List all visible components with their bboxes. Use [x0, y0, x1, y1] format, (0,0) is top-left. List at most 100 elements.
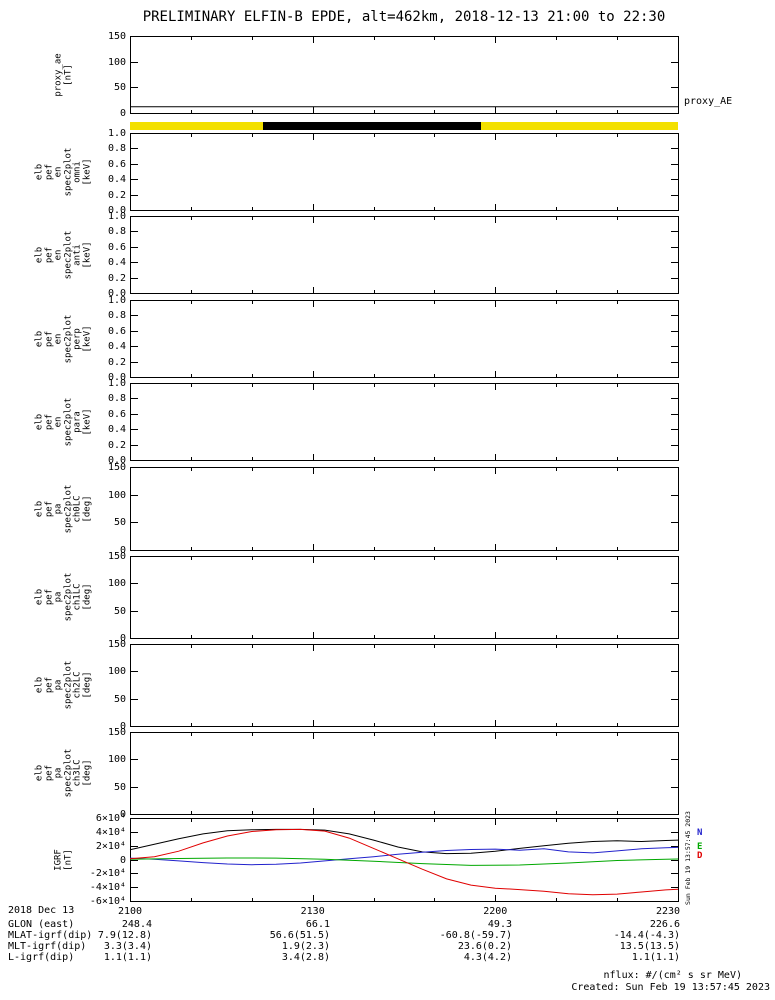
y-tick-label: 100: [107, 578, 126, 589]
y-tick-label: 100: [107, 754, 126, 765]
y-tick-label: 0: [119, 721, 126, 732]
footer-value: -14.4(-4.3): [613, 930, 680, 941]
y-tick-label: 150: [107, 31, 126, 42]
status-bar-segment: [263, 122, 481, 130]
y-tick-label: 0.0: [107, 372, 126, 383]
y-tick-label: 4×10⁴: [95, 827, 126, 838]
y-tick-label: 0.8: [107, 393, 126, 404]
y-tick-label: 1.0: [107, 128, 126, 139]
y-tick-label: 50: [113, 517, 126, 528]
panel-box-igrf: [130, 818, 679, 902]
panel-ylabel-pa_ch1LC: elb pef pa spec2plot ch1LC [deg]: [34, 572, 93, 622]
y-tick-label: 0.0: [107, 288, 126, 299]
footer-value: 56.6(51.5): [269, 930, 330, 941]
y-tick-label: -4×10⁴: [89, 882, 126, 893]
footer-row-label: L-igrf(dip): [8, 952, 75, 963]
footer-value: 66.1: [305, 919, 330, 930]
y-tick-label: 0.4: [107, 424, 126, 435]
y-tick-label: 0.8: [107, 310, 126, 321]
panel-box-en_omni: [130, 133, 679, 211]
y-tick-label: 0.0: [107, 455, 126, 466]
status-bar: [130, 122, 678, 130]
footer-value: -60.8(-59.7): [439, 930, 512, 941]
panel-box-pa_ch2LC: [130, 644, 679, 727]
igrf-series-label: D: [697, 851, 703, 861]
panel-ylabel-pa_ch0LC: elb pef pa spec2plot ch0LC [deg]: [34, 484, 93, 533]
panel-ylabel-pa_ch2LC: elb pef pa spec2plot ch2LC [deg]: [34, 660, 93, 710]
y-tick-label: 0.6: [107, 326, 126, 337]
x-tick-label: 2100: [117, 906, 143, 917]
panel-box-en_para: [130, 383, 679, 461]
flux-units-note: nflux: #/(cm² s sr MeV): [603, 970, 742, 981]
y-tick-label: 0.6: [107, 159, 126, 170]
proxy-ae-right-label: proxy_AE: [684, 96, 733, 107]
panel-box-pa_ch0LC: [130, 467, 679, 551]
y-tick-label: 0.4: [107, 257, 126, 268]
panel-ylabel-pa_ch3LC: elb pef pa spec2plot ch3LC [deg]: [34, 748, 93, 798]
y-tick-label: 2×10⁴: [95, 841, 126, 852]
footer-row-label: GLON (east): [8, 919, 75, 930]
footer-value: 1.1(1.1): [103, 952, 152, 963]
series-igrf-E: [129, 857, 679, 866]
y-tick-label: 150: [107, 551, 126, 562]
x-tick-label: 2130: [300, 906, 325, 917]
panel-ylabel-en_omni: elb pef en spec2plot omni [keV]: [34, 147, 93, 196]
y-tick-label: 0.8: [107, 226, 126, 237]
y-tick-label: 150: [107, 639, 126, 650]
series-igrf-N: [129, 846, 679, 866]
y-tick-label: 0.0: [107, 205, 126, 216]
y-tick-label: 100: [107, 490, 126, 501]
footer-value: 1.1(1.1): [631, 952, 680, 963]
footer-value: 3.4(2.8): [281, 952, 330, 963]
y-tick-label: 0.2: [107, 273, 126, 284]
panel-ylabel-en_perp: elb pef en spec2plot perp [keV]: [34, 314, 93, 363]
igrf-series-label: E: [697, 842, 703, 852]
footer-value: 23.6(0.2): [457, 941, 512, 952]
y-tick-label: 1.0: [107, 295, 126, 306]
footer-date-label: 2018 Dec 13: [8, 905, 75, 916]
footer-row-label: MLAT-igrf(dip): [8, 930, 93, 941]
y-tick-label: 6×10⁴: [95, 813, 126, 824]
panel-ylabel-en_anti: elb pef en spec2plot anti [keV]: [34, 230, 93, 279]
y-tick-label: -2×10⁴: [89, 868, 126, 879]
x-tick-label: 2230: [655, 906, 681, 917]
footer-value: 49.3: [487, 919, 512, 930]
y-tick-label: 0.6: [107, 242, 126, 253]
y-tick-label: 0: [119, 108, 126, 119]
y-tick-label: 50: [113, 694, 126, 705]
y-tick-label: 1.0: [107, 378, 126, 389]
footer-value: 248.4: [121, 919, 152, 930]
y-tick-label: 1.0: [107, 211, 126, 222]
y-tick-label: 100: [107, 57, 126, 68]
y-tick-label: 150: [107, 462, 126, 473]
y-tick-label: 0: [119, 809, 126, 820]
series-igrf-D: [129, 828, 679, 896]
footer-row-label: MLT-igrf(dip): [8, 941, 87, 952]
panel-box-en_perp: [130, 300, 679, 378]
panel-ylabel-igrf: IGRF [nT]: [53, 848, 74, 871]
y-tick-label: 100: [107, 666, 126, 677]
y-tick-label: 0.4: [107, 174, 126, 185]
panel-box-proxy_ae: [130, 36, 679, 114]
footer-value: 4.3(4.2): [463, 952, 512, 963]
series-igrf-black: [129, 828, 679, 855]
y-tick-label: 50: [113, 782, 126, 793]
panel-ylabel-proxy_ae: proxy_ae [nT]: [53, 52, 74, 97]
footer-value: 226.6: [649, 919, 680, 930]
panel-box-pa_ch1LC: [130, 556, 679, 639]
y-tick-label: 50: [113, 606, 126, 617]
footer-value: 3.3(3.4): [103, 941, 152, 952]
panel-box-en_anti: [130, 216, 679, 294]
y-tick-label: -6×10⁴: [89, 896, 126, 907]
y-tick-label: 0: [119, 633, 126, 644]
igrf-series-label: N: [697, 828, 703, 838]
y-tick-label: 0.2: [107, 190, 126, 201]
y-tick-label: 0.6: [107, 409, 126, 420]
panel-box-pa_ch3LC: [130, 732, 679, 815]
y-tick-label: 0.2: [107, 357, 126, 368]
x-tick-label: 2200: [483, 906, 508, 917]
y-tick-label: 150: [107, 727, 126, 738]
footer-value: 7.9(12.8): [97, 930, 152, 941]
